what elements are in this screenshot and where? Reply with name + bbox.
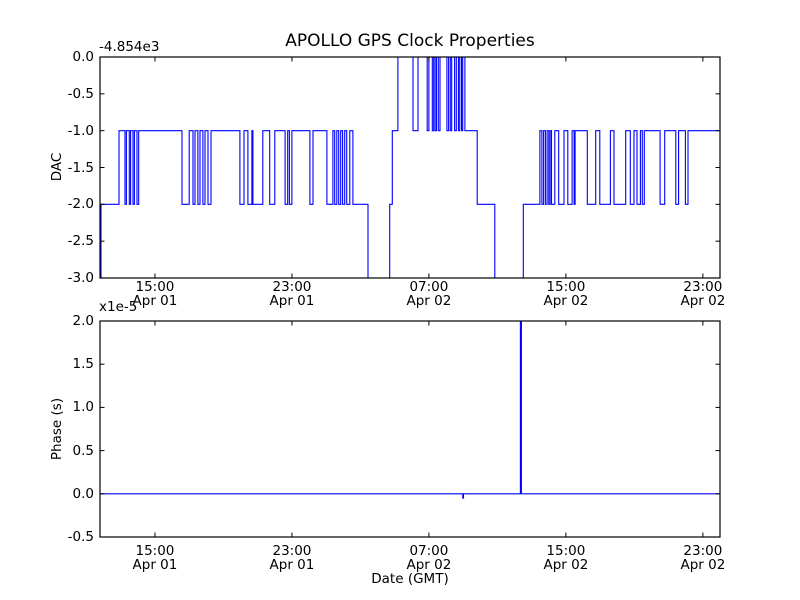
tick-time: 07:00 xyxy=(409,543,449,559)
tick-date: Apr 02 xyxy=(406,556,452,573)
phase-data-line xyxy=(100,321,720,499)
phase-x-tick-label: 23:00 Apr 01 xyxy=(269,543,315,573)
dac-axis-offset-label: -4.854e3 xyxy=(99,39,160,55)
tick-time: 07:00 xyxy=(409,279,449,295)
tick-time: 15:00 xyxy=(546,543,586,559)
dac-x-tick-label: 07:00 Apr 02 xyxy=(406,279,452,309)
tick-time: 15:00 xyxy=(135,543,175,559)
phase-x-tick-label: 07:00 Apr 02 xyxy=(406,543,452,573)
tick-date: Apr 02 xyxy=(680,556,726,573)
dac-x-tick-label: 23:00 Apr 01 xyxy=(269,279,315,309)
tick-time: 23:00 xyxy=(683,279,723,295)
dac-x-tick-label: 23:00 Apr 02 xyxy=(680,279,726,309)
dac-y-tick-label: -1.5 xyxy=(67,159,94,176)
dac-y-tick-label: -3.0 xyxy=(67,270,94,286)
chart-title: APOLLO GPS Clock Properties xyxy=(285,31,535,51)
phase-x-tick-label: 15:00 Apr 02 xyxy=(543,543,589,573)
tick-date: Apr 02 xyxy=(680,292,726,309)
tick-time: 15:00 xyxy=(135,279,175,295)
dac-y-tick-label: 0.0 xyxy=(72,49,94,65)
tick-date: Apr 01 xyxy=(132,556,178,573)
tick-date: Apr 02 xyxy=(543,292,589,309)
dac-x-tick-label: 15:00 Apr 02 xyxy=(543,279,589,309)
tick-date: Apr 02 xyxy=(543,556,589,573)
phase-y-tick-label: 1.0 xyxy=(72,399,94,416)
tick-time: 15:00 xyxy=(546,279,586,295)
dac-y-tick-label: -2.0 xyxy=(67,196,94,213)
phase-y-tick-label: 0.0 xyxy=(72,485,94,502)
tick-date: Apr 01 xyxy=(269,292,315,309)
tick-date: Apr 02 xyxy=(406,292,452,309)
dac-y-tick-label: -2.5 xyxy=(67,233,94,250)
phase-axis-multiplier-label: x1e-5 xyxy=(99,299,138,315)
phase-x-tick-label: 23:00 Apr 02 xyxy=(680,543,726,573)
phase-y-tick-label: 1.5 xyxy=(72,356,94,373)
dac-y-tick-label: -1.0 xyxy=(67,122,94,139)
phase-y-tick-label: 2.0 xyxy=(72,313,94,329)
dac-y-tick-label: -0.5 xyxy=(67,85,94,102)
phase-axes-frame xyxy=(99,320,721,538)
phase-x-tick-label: 15:00 Apr 01 xyxy=(132,543,178,573)
phase-y-tick-label: -0.5 xyxy=(67,529,94,545)
x-axis-label: Date (GMT) xyxy=(371,571,449,587)
phase-y-tick-label: 0.5 xyxy=(72,442,94,459)
dac-data-line xyxy=(100,57,720,278)
dac-x-tick-label: 15:00 Apr 01 xyxy=(132,279,178,309)
tick-time: 23:00 xyxy=(683,543,723,559)
tick-time: 23:00 xyxy=(272,543,312,559)
tick-time: 23:00 xyxy=(272,279,312,295)
tick-date: Apr 01 xyxy=(269,556,315,573)
tick-date: Apr 01 xyxy=(132,292,178,309)
